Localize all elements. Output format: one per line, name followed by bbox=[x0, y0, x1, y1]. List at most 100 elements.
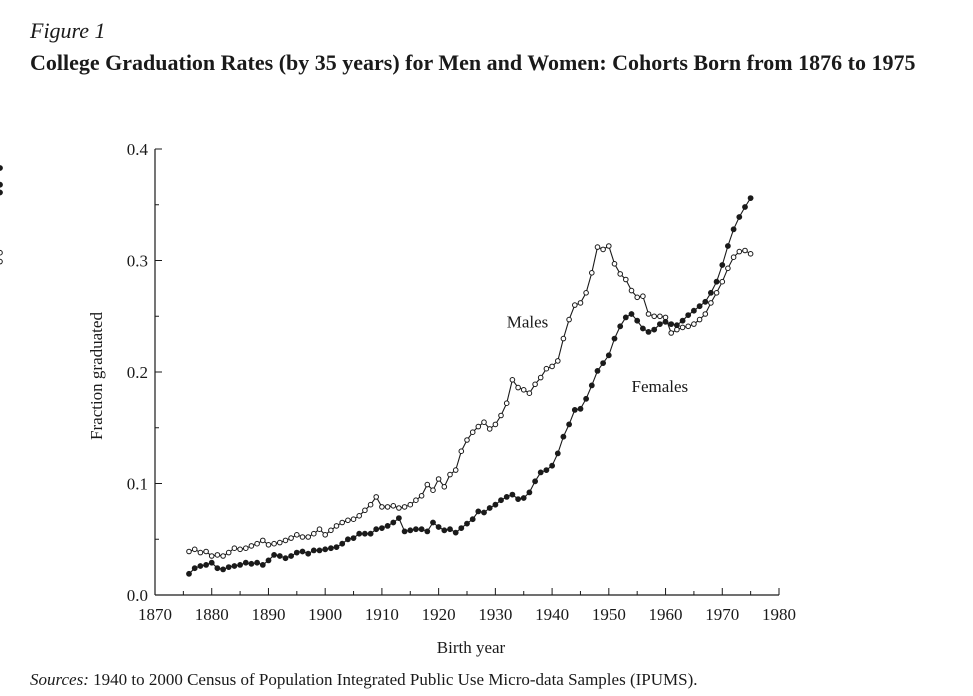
females-point bbox=[713, 278, 720, 285]
males-point bbox=[747, 251, 754, 257]
females-point bbox=[305, 550, 312, 557]
females-point bbox=[225, 564, 232, 570]
females-point bbox=[344, 536, 351, 543]
males-line bbox=[188, 245, 751, 557]
males-point bbox=[288, 535, 294, 541]
males-point bbox=[271, 540, 277, 547]
males-point bbox=[589, 270, 595, 276]
females-point bbox=[333, 544, 340, 550]
males-point bbox=[294, 532, 300, 538]
females-point bbox=[702, 298, 709, 305]
females-point bbox=[645, 328, 652, 335]
males-point bbox=[600, 246, 606, 253]
males-point bbox=[197, 549, 204, 556]
males-point bbox=[265, 542, 272, 548]
females-point bbox=[696, 303, 703, 310]
males-point bbox=[373, 494, 380, 500]
females-point bbox=[583, 395, 589, 402]
females-point bbox=[390, 519, 397, 526]
sources-text: 1940 to 2000 Census of Population Integr… bbox=[88, 670, 698, 689]
females-point bbox=[526, 489, 533, 496]
y-tick-label: 0.4 bbox=[127, 140, 149, 159]
males-point bbox=[208, 553, 215, 559]
females-point bbox=[282, 555, 289, 562]
males-point bbox=[537, 374, 544, 381]
males-point bbox=[645, 311, 652, 317]
females-point bbox=[339, 540, 346, 547]
x-tick-label: 1880 bbox=[195, 605, 229, 624]
males-point bbox=[0, 258, 3, 265]
females-point bbox=[254, 559, 260, 566]
females-point bbox=[197, 563, 204, 569]
males-point bbox=[248, 543, 255, 549]
sources-note: Sources: 1940 to 2000 Census of Populati… bbox=[30, 670, 697, 690]
figure-title: College Graduation Rates (by 35 years) f… bbox=[30, 50, 916, 75]
males-point bbox=[549, 363, 555, 370]
males-point bbox=[322, 532, 329, 538]
males-point bbox=[606, 243, 612, 249]
x-tick-label: 1870 bbox=[138, 605, 172, 624]
males-point bbox=[594, 244, 601, 250]
females-point bbox=[361, 530, 368, 537]
series-males bbox=[0, 243, 754, 559]
females-point bbox=[600, 360, 606, 366]
females-point bbox=[220, 566, 226, 573]
females-point bbox=[310, 547, 317, 554]
x-tick-label: 1970 bbox=[705, 605, 739, 624]
males-point bbox=[0, 249, 3, 256]
females-point bbox=[367, 530, 374, 537]
males-point bbox=[316, 526, 323, 533]
males-point bbox=[572, 302, 578, 308]
males-point bbox=[691, 321, 697, 327]
males-point bbox=[390, 503, 397, 509]
males-point bbox=[560, 335, 567, 342]
males-point bbox=[492, 421, 499, 428]
males-point bbox=[203, 548, 209, 555]
females-point bbox=[464, 520, 470, 527]
males-point bbox=[430, 487, 436, 494]
females-point bbox=[498, 497, 504, 504]
females-point bbox=[736, 214, 743, 220]
y-tick-label: 0.3 bbox=[127, 252, 148, 271]
males-point bbox=[191, 546, 198, 553]
males-point bbox=[282, 537, 289, 544]
males-point bbox=[725, 265, 731, 272]
chart-labels: Birth year Fraction graduated Males Females bbox=[87, 312, 688, 657]
males-point bbox=[708, 300, 714, 306]
males-point bbox=[413, 497, 419, 504]
females-point bbox=[651, 326, 658, 333]
females-point bbox=[469, 516, 476, 523]
chart-axes: 1870 1880 1890 1900 1910 1920 1930 1940 1950 1960… bbox=[127, 140, 796, 624]
males-point bbox=[668, 330, 675, 336]
females-point bbox=[265, 557, 272, 564]
males-point bbox=[396, 505, 402, 511]
males-point bbox=[441, 484, 448, 490]
females-point bbox=[0, 165, 3, 171]
females-point bbox=[475, 508, 482, 515]
males-point bbox=[299, 534, 306, 540]
females-point bbox=[447, 526, 453, 533]
females-point bbox=[560, 433, 567, 440]
males-point bbox=[730, 254, 737, 261]
x-tick-label: 1920 bbox=[422, 605, 456, 624]
males-point bbox=[305, 534, 312, 540]
females-point bbox=[430, 519, 436, 526]
males-point bbox=[458, 448, 465, 455]
males-point bbox=[469, 429, 476, 436]
y-tick-label: 0.0 bbox=[127, 586, 148, 605]
females-point bbox=[742, 204, 748, 210]
females-point bbox=[452, 529, 459, 536]
females-point bbox=[725, 243, 731, 249]
females-point bbox=[203, 562, 209, 568]
females-point bbox=[407, 527, 414, 534]
males-point bbox=[713, 290, 720, 296]
females-point bbox=[537, 469, 544, 476]
females-point bbox=[640, 325, 646, 332]
females-point bbox=[356, 530, 363, 537]
females-line bbox=[188, 197, 752, 575]
x-tick-label: 1960 bbox=[649, 605, 683, 624]
females-point bbox=[577, 405, 584, 412]
females-point bbox=[611, 335, 618, 342]
males-point bbox=[640, 293, 646, 300]
